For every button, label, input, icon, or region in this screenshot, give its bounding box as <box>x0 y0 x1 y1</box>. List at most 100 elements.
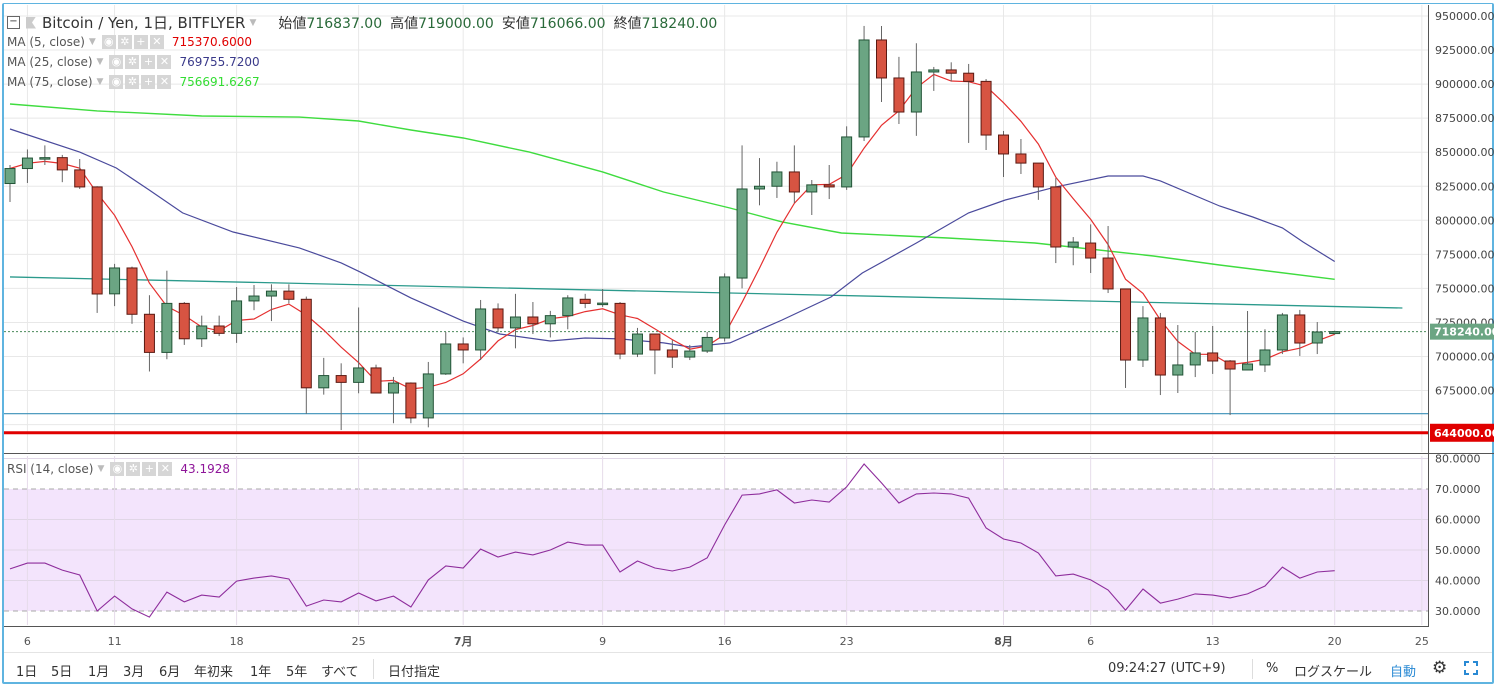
range-1y-button[interactable]: 1年 <box>250 665 272 680</box>
candle <box>980 79 992 151</box>
range-1d-button[interactable]: 1日 <box>16 665 38 680</box>
indicator-ma75[interactable]: MA (75, close) ▼ ◉ ✲ + ✕ 756691.6267 <box>7 75 260 89</box>
candle-up-body <box>736 188 748 279</box>
high-label: 高値 <box>390 15 419 32</box>
fullscreen-icon[interactable] <box>1464 661 1478 675</box>
candle-up-body <box>387 382 399 394</box>
rsi-tick-label: 80.0000 <box>1435 453 1481 466</box>
rsi-tick-label: 50.0000 <box>1435 544 1481 557</box>
plus-icon[interactable]: + <box>133 35 148 49</box>
candle <box>74 159 86 189</box>
range-1m-button[interactable]: 1月 <box>88 665 110 680</box>
gear-icon[interactable]: ⚙ <box>1432 658 1448 678</box>
close-label: 終値 <box>613 15 642 32</box>
auto-scale-button[interactable]: 自動 <box>1390 665 1417 680</box>
close-icon[interactable]: ✕ <box>158 462 173 476</box>
candle-up-body <box>841 136 853 188</box>
chevron-down-icon[interactable]: ▼ <box>97 464 105 474</box>
close-value: 718240.00 <box>641 15 718 32</box>
range-5d-button[interactable]: 5日 <box>51 665 73 680</box>
gear-icon[interactable]: ✲ <box>126 462 141 476</box>
open-label: 始値 <box>278 15 307 32</box>
price-tick-label: 850000.00 <box>1435 146 1495 159</box>
candle-up-body <box>422 373 434 419</box>
candle-up-body <box>719 276 731 339</box>
flag-icon[interactable] <box>26 16 36 29</box>
chevron-down-icon[interactable]: ▼ <box>96 77 104 87</box>
gear-icon[interactable]: ✲ <box>117 35 132 49</box>
candle-down-body <box>1085 242 1097 259</box>
candle-down-body <box>178 302 190 340</box>
collapse-icon[interactable]: − <box>7 16 20 29</box>
candle <box>788 145 800 204</box>
range-all-button[interactable]: すべて <box>321 665 359 680</box>
symbol-title[interactable]: Bitcoin / Yen, 1日, BITFLYER <box>42 14 246 32</box>
candle-up-body <box>928 69 940 73</box>
indicator-label[interactable]: RSI (14, close) <box>7 462 94 476</box>
candle-down-body <box>300 298 312 389</box>
candle-down-body <box>370 367 382 394</box>
candle <box>527 302 539 335</box>
candle-down-body <box>1050 186 1062 248</box>
candle-up-body <box>1172 364 1184 376</box>
price-tick-label: 950000.00 <box>1435 10 1495 23</box>
indicator-label[interactable]: MA (75, close) <box>7 75 93 89</box>
indicator-label[interactable]: MA (25, close) <box>7 55 93 69</box>
eye-icon[interactable]: ◉ <box>109 55 124 69</box>
indicator-ma5[interactable]: MA (5, close) ▼ ◉ ✲ + ✕ 715370.6000 <box>7 35 252 49</box>
indicator-rsi[interactable]: RSI (14, close) ▼ ◉ ✲ + ✕ 43.1928 <box>7 462 230 476</box>
candle-down-body <box>56 157 68 171</box>
rsi-line <box>9 463 1335 618</box>
plus-icon[interactable]: + <box>141 55 156 69</box>
indicator-value: 769755.7200 <box>179 55 260 69</box>
candle-down-body <box>649 333 661 351</box>
chevron-down-icon[interactable]: ▼ <box>88 37 96 47</box>
ma5-line <box>9 73 1335 390</box>
indicator-label[interactable]: MA (5, close) <box>7 35 85 49</box>
candle <box>196 315 208 347</box>
candle <box>1172 325 1184 394</box>
candle-up-body <box>544 315 556 325</box>
bottom-toolbar: 1日 5日 1月 3月 6月 年初来 1年 5年 すべて 日付指定 09:24:… <box>4 652 1492 685</box>
candle <box>353 307 365 394</box>
candle-down-body <box>788 171 800 193</box>
close-icon[interactable]: ✕ <box>149 35 164 49</box>
eye-icon[interactable]: ◉ <box>109 75 124 89</box>
candle <box>823 165 835 200</box>
close-icon[interactable]: ✕ <box>157 75 172 89</box>
percent-scale-button[interactable]: % <box>1266 661 1279 676</box>
candle <box>248 284 260 311</box>
toolbar-divider <box>1252 659 1253 679</box>
candle <box>736 145 748 289</box>
chevron-down-icon[interactable]: ▼ <box>96 57 104 67</box>
plus-icon[interactable]: + <box>141 75 156 89</box>
candle <box>719 273 731 342</box>
range-6m-button[interactable]: 6月 <box>159 665 181 680</box>
candle-up-body <box>1137 317 1149 361</box>
range-5y-button[interactable]: 5年 <box>286 665 308 680</box>
time-tick-label: 25 <box>352 635 366 648</box>
candle <box>910 43 922 136</box>
candle <box>265 284 277 322</box>
eye-icon[interactable]: ◉ <box>110 462 125 476</box>
log-scale-button[interactable]: ログスケール <box>1294 665 1373 680</box>
range-ytd-button[interactable]: 年初来 <box>194 665 234 680</box>
candle-up-body <box>910 71 922 113</box>
plus-icon[interactable]: + <box>142 462 157 476</box>
gear-icon[interactable]: ✲ <box>125 75 140 89</box>
eye-icon[interactable]: ◉ <box>101 35 116 49</box>
ohlc-high: 高値719000.00 <box>390 13 494 33</box>
indicator-ma25[interactable]: MA (25, close) ▼ ◉ ✲ + ✕ 769755.7200 <box>7 55 260 69</box>
gear-icon[interactable]: ✲ <box>125 55 140 69</box>
candle-up-body <box>701 336 713 352</box>
range-3m-button[interactable]: 3月 <box>123 665 145 680</box>
clock-readout[interactable]: 09:24:27 (UTC+9) <box>1108 661 1226 676</box>
ma75-line <box>9 103 1335 280</box>
candle <box>457 337 469 364</box>
candle <box>56 154 68 183</box>
close-icon[interactable]: ✕ <box>157 55 172 69</box>
chevron-down-icon[interactable]: ▼ <box>249 17 257 28</box>
candle-down-body <box>492 308 504 329</box>
date-range-button[interactable]: 日付指定 <box>388 665 441 680</box>
